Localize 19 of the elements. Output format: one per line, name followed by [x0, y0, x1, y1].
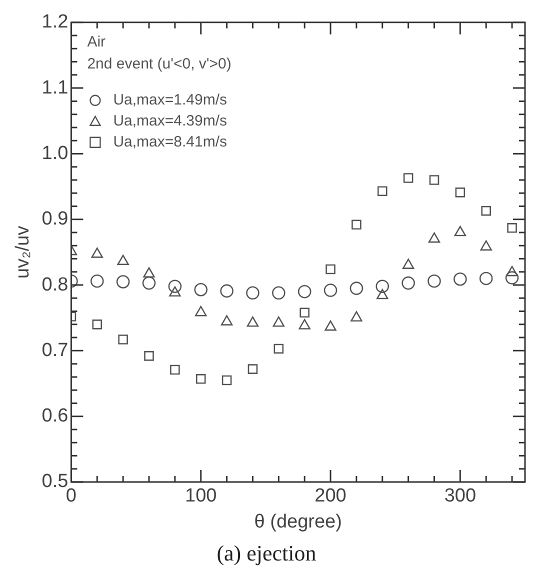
text: (a) ejection	[216, 540, 316, 566]
y-tick-label: 0.6	[42, 406, 68, 427]
y-tick-label: 0.8	[42, 274, 68, 296]
y-tick-label: 1.1	[42, 77, 68, 98]
x-tick-label: 200	[314, 486, 346, 507]
legend-label: Ua,max=8.41m/s	[113, 134, 228, 151]
y-tick-label: 1.0	[42, 142, 68, 164]
x-tick-label: 0	[66, 486, 76, 507]
legend-label: Ua,max=1.49m/s	[113, 92, 228, 109]
x-axis-title: θ (degree)	[254, 511, 342, 532]
annotation: Air	[87, 34, 106, 51]
annotation: 2nd event (u'<0, v'>0)	[87, 56, 232, 73]
x-tick-label: 100	[185, 486, 217, 507]
y-tick-label: 1.2	[42, 12, 68, 33]
legend-label: Ua,max=4.39m/s	[113, 112, 228, 130]
y-axis-title: uv₂/uv	[12, 225, 34, 279]
x-tick-label: 300	[444, 486, 476, 507]
y-tick-label: 0.9	[42, 208, 68, 230]
y-tick-label: 0.7	[42, 340, 68, 361]
